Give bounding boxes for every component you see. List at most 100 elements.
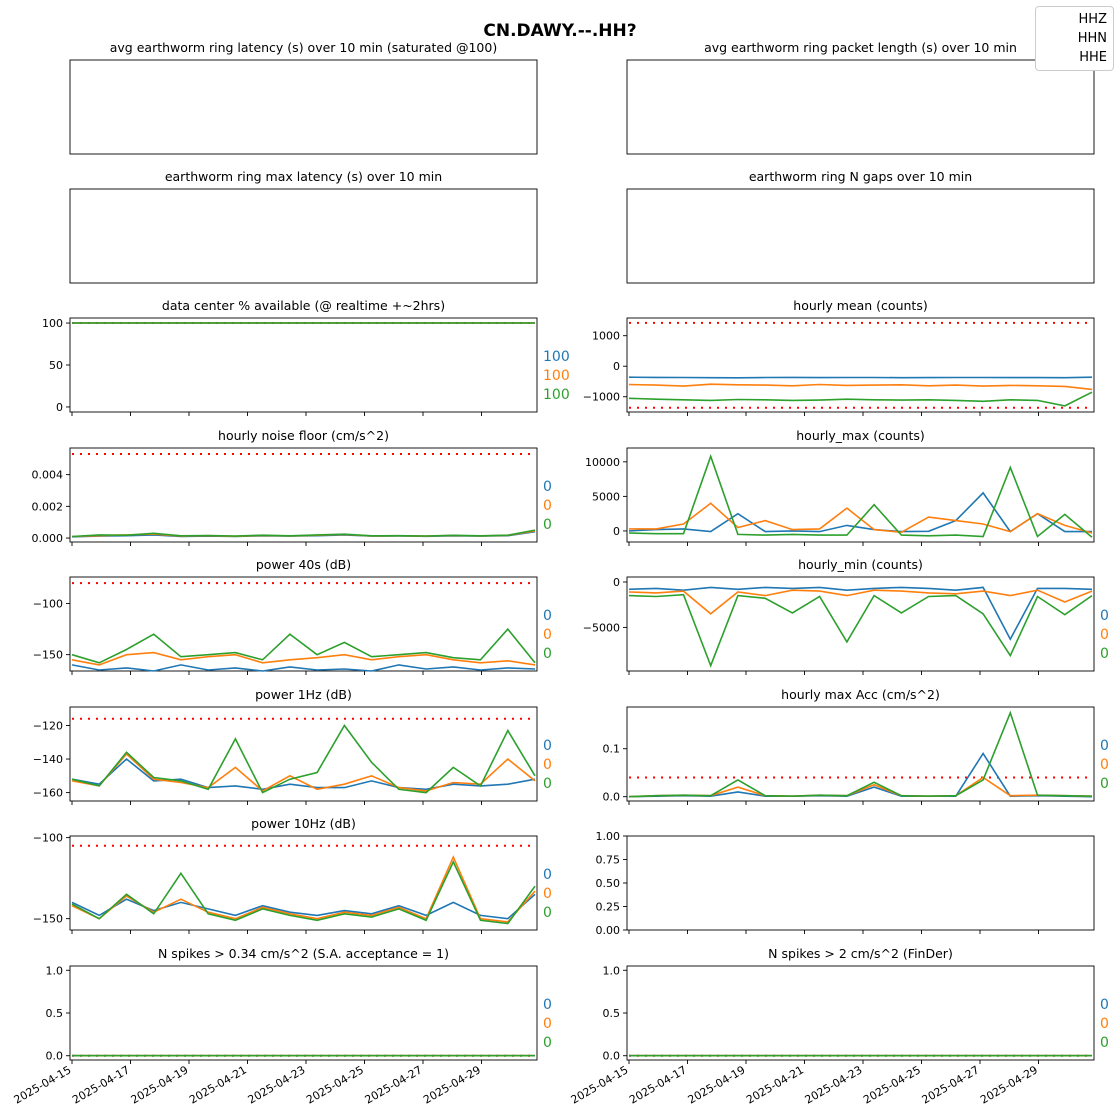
y-tick-label: −150: [33, 913, 63, 926]
y-tick-label: 1.0: [46, 964, 64, 977]
axes-frame: [69, 576, 538, 672]
x-tick-label: 2025-04-15: [569, 1063, 631, 1106]
y-tick-label: 0.50: [596, 877, 621, 890]
x-tick-label: 2025-04-25: [861, 1063, 923, 1106]
y-tick-label: 0.004: [32, 469, 64, 482]
panel-p14: 0.00 0.25 0.50 0.75 1.00: [596, 830, 1095, 937]
y-tick-label: −100: [33, 832, 63, 845]
panel-title: avg earthworm ring latency (s) over 10 m…: [110, 40, 497, 55]
y-tick-label: 100: [42, 317, 63, 330]
y-tick-label: 0.002: [32, 500, 64, 513]
axes-frame: [626, 317, 1095, 413]
panel-title: hourly_min (counts): [798, 557, 923, 572]
last-value-label: 0: [543, 498, 552, 514]
axes-frame: [626, 706, 1095, 802]
y-tick-label: 0.0: [603, 791, 621, 804]
y-tick-label: 1.0: [603, 964, 621, 977]
panel-p12: hourly max Acc (cm/s^2) 0.0 0.1 0 0 0: [603, 687, 1109, 805]
panel-p7: hourly noise floor (cm/s^2) 0.000 0.002 0.0…: [32, 428, 552, 546]
y-tick-label: 0.5: [603, 1007, 621, 1020]
panels: avg earthworm ring latency (s) over 10 m…: [12, 40, 1109, 1107]
axes-frame: [69, 706, 538, 802]
panel-p4: earthworm ring N gaps over 10 min: [626, 169, 1095, 284]
y-tick-label: 0: [613, 576, 620, 589]
last-value-label: 0: [1100, 1035, 1109, 1051]
panel-p2: avg earthworm ring packet length (s) ove…: [626, 40, 1095, 155]
x-tick-label: 2025-04-19: [686, 1063, 748, 1106]
last-value-label: 0: [1100, 738, 1109, 754]
y-tick-label: 0.0: [46, 1050, 64, 1063]
panel-title: hourly_max (counts): [796, 428, 925, 443]
panel-p3: earthworm ring max latency (s) over 10 m…: [69, 169, 538, 284]
y-tick-label: 5000: [592, 490, 620, 503]
series-line-hhz: [71, 757, 536, 791]
axes-frame: [69, 317, 538, 413]
last-value-label: 0: [1100, 646, 1109, 662]
panel-title: power 10Hz (dB): [251, 816, 356, 831]
panel-title: power 40s (dB): [256, 557, 351, 572]
last-value-label: 0: [543, 905, 552, 921]
last-value-label: 0: [543, 776, 552, 792]
panel-title: hourly max Acc (cm/s^2): [781, 687, 940, 702]
series-line-hhn: [629, 502, 1093, 534]
y-tick-label: 10000: [585, 456, 620, 469]
y-tick-label: 50: [49, 359, 63, 372]
legend-entry-hhe: HHE: [1079, 50, 1107, 65]
axes-frame: [626, 965, 1095, 1061]
series-line-hhz: [71, 893, 536, 920]
last-value-label: 0: [1100, 1016, 1109, 1032]
last-value-label: 100: [543, 349, 570, 365]
x-tick-label: 2025-04-19: [129, 1063, 191, 1106]
axes-frame: [626, 447, 1095, 543]
axes-frame: [69, 835, 538, 931]
panel-title: hourly mean (counts): [793, 298, 927, 313]
y-tick-label: −140: [33, 753, 63, 766]
last-value-label: 0: [543, 738, 552, 754]
series-line-hhe: [628, 710, 1093, 798]
y-tick-label: −150: [33, 649, 63, 662]
panel-p9: power 40s (dB) −150 −100 0 0 0: [33, 557, 552, 675]
axes-frame: [626, 835, 1095, 931]
y-tick-label: 1000: [592, 330, 620, 343]
last-value-label: 0: [543, 479, 552, 495]
y-tick-label: 0.75: [596, 854, 621, 867]
panel-title: earthworm ring N gaps over 10 min: [749, 169, 972, 184]
series-line-hhn: [628, 589, 1093, 615]
figure-title: CN.DAWY.--.HH?: [483, 21, 636, 41]
axes-frame: [69, 965, 538, 1061]
y-tick-label: −120: [33, 719, 63, 732]
series-line-hhn: [628, 776, 1093, 798]
last-value-label: 100: [543, 387, 570, 403]
panel-title: data center % available (@ realtime +~2h…: [162, 298, 445, 313]
panel-title: hourly noise floor (cm/s^2): [218, 428, 389, 443]
y-tick-label: −5000: [583, 621, 620, 634]
last-value-label: 0: [543, 627, 552, 643]
series-line-hhe: [71, 627, 536, 664]
axes-frame: [626, 59, 1095, 155]
panel-p16: N spikes > 2 cm/s^2 (FinDer) 0.0 0.5 1.0 0 0 0…: [569, 946, 1109, 1107]
panel-p6: hourly mean (counts) −1000 0 1000: [583, 298, 1095, 416]
x-tick-label: 2025-04-23: [803, 1063, 865, 1106]
panel-title: avg earthworm ring packet length (s) ove…: [704, 40, 1017, 55]
last-value-label: 0: [543, 1035, 552, 1051]
panel-p11: power 1Hz (dB) −160 −140 −120 0 0 0: [33, 687, 552, 805]
series-line-hhn: [71, 752, 536, 792]
panel-p13: power 10Hz (dB) −150 −100 0 0 0: [33, 816, 552, 934]
last-value-label: 0: [543, 517, 552, 533]
series-line-hhe: [71, 724, 536, 794]
panel-p15: N spikes > 0.34 cm/s^2 (S.A. acceptance …: [12, 946, 552, 1107]
panel-p10: hourly_min (counts) −5000 0 0 0 0: [583, 557, 1109, 675]
series-line-hhe: [71, 529, 536, 538]
x-tick-label: 2025-04-29: [421, 1063, 483, 1106]
panel-title: N spikes > 2 cm/s^2 (FinDer): [768, 946, 953, 961]
series-line-hhe: [628, 453, 1093, 538]
series-line-hhz: [628, 586, 1093, 641]
y-tick-label: −160: [33, 787, 63, 800]
last-value-label: 0: [543, 886, 552, 902]
y-tick-label: 0.0: [603, 1050, 621, 1063]
last-value-label: 0: [543, 997, 552, 1013]
legend-entry-hhn: HHN: [1077, 31, 1107, 46]
last-value-label: 0: [1100, 776, 1109, 792]
panel-title: N spikes > 0.34 cm/s^2 (S.A. acceptance …: [158, 946, 449, 961]
x-tick-label: 2025-04-17: [70, 1063, 132, 1106]
